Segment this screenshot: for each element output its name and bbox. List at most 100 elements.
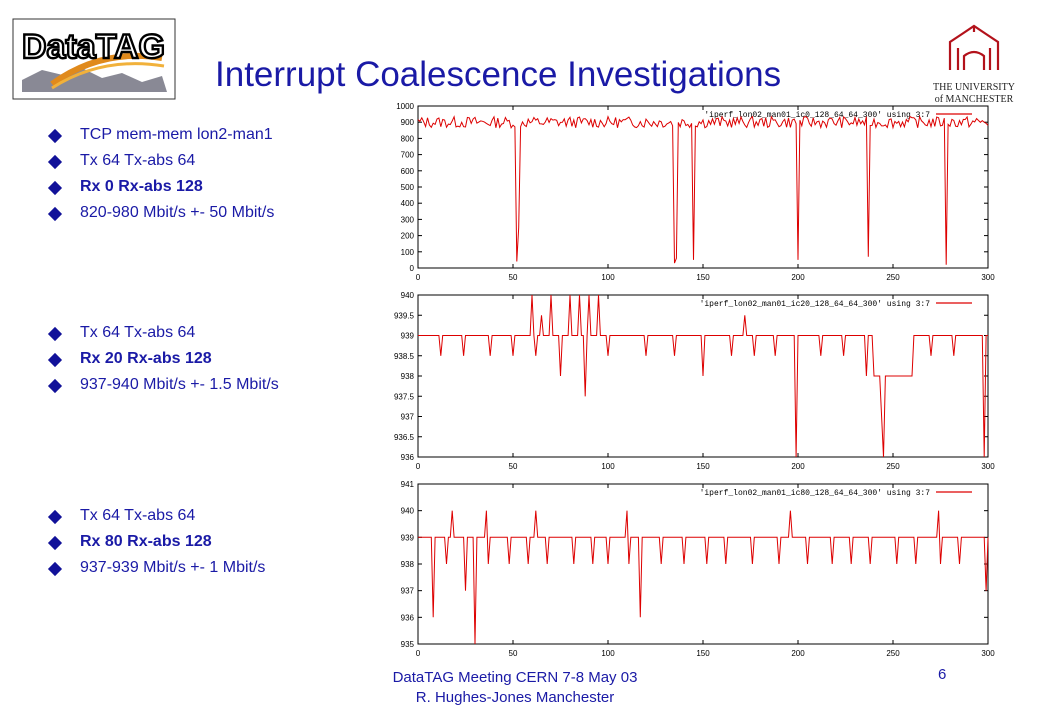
y-tick-label: 938 [401,372,415,381]
y-tick-label: 940 [401,507,415,516]
footer-line-2: R. Hughes-Jones Manchester [415,689,615,706]
x-tick-label: 200 [791,462,805,471]
datatag-logo: DataTAG [12,18,176,100]
x-tick-label: 150 [696,649,710,658]
x-tick-label: 200 [791,649,805,658]
y-tick-label: 939 [401,533,415,542]
diamond-bullet-icon [47,509,63,525]
bullet-text: Tx 64 Tx-abs 64 [80,152,196,169]
plot-frame [417,483,989,645]
bullet-item: 937-940 Mbit/s +- 1.5 Mbit/s [47,374,279,400]
bullet-text: TCP mem-mem lon2-man1 [80,126,273,143]
footer-line-1: DataTAG Meeting CERN 7-8 May 03 [392,669,638,686]
bullet-item: Tx 64 Tx-abs 64 [47,150,274,176]
legend-label: 'iperf_lon02_man01_ic0_128_64_64_300' us… [704,111,930,120]
diamond-bullet-icon [47,180,63,196]
bullet-group-2: Tx 64 Tx-abs 64 Rx 20 Rx-abs 128 937-940… [47,322,279,400]
x-tick-label: 300 [981,273,995,282]
y-tick-label: 200 [401,232,415,241]
throughput-plot-3: 935 936 937 938 939 940 941 0 50 100 150 200 250 300 '… [401,480,996,658]
bullet-item: Tx 64 Tx-abs 64 [47,322,279,348]
y-tick-label: 937.5 [394,392,415,401]
y-tick-label: 936 [401,613,415,622]
x-tick-label: 100 [601,462,615,471]
y-tick-label: 900 [401,118,415,127]
x-tick-label: 0 [416,462,421,471]
diamond-bullet-icon [47,535,63,551]
diamond-bullet-icon [47,378,63,394]
y-tick-label: 935 [401,640,415,649]
bullet-item: 820-980 Mbit/s +- 50 Mbit/s [47,202,275,228]
y-tick-label: 500 [401,183,415,192]
bullet-text: Rx 20 Rx-abs 128 [80,350,212,367]
footer: DataTAG Meeting CERN 7-8 May 03 R. Hughe… [360,668,670,708]
y-tick-label: 0 [410,264,415,273]
bullet-text: 937-939 Mbit/s +- 1 Mbit/s [80,559,266,576]
diamond-bullet-icon [47,154,63,170]
x-tick-label: 150 [696,462,710,471]
y-tick-label: 300 [401,215,415,224]
y-tick-label: 700 [401,151,415,160]
datatag-logo-text: DataTAG [22,28,165,66]
y-tick-label: 400 [401,199,415,208]
diamond-bullet-icon [47,206,63,222]
bullet-item: Rx 0 Rx-abs 128 [47,176,274,202]
legend-label: 'iperf_lon02_man01_ic80_128_64_64_300' u… [700,489,931,498]
slide-title: Interrupt Coalescence Investigations [215,55,782,94]
y-tick-label: 939 [401,332,415,341]
y-tick-label: 936.5 [394,433,415,442]
page-number: 6 [938,666,947,683]
y-tick-label: 800 [401,134,415,143]
diamond-bullet-icon [47,352,63,368]
manchester-logo: THE UNIVERSITY of MANCHESTER [933,24,1015,105]
bullet-text: 937-940 Mbit/s +- 1.5 Mbit/s [80,376,279,393]
y-tick-label: 938 [401,560,415,569]
bullet-text: Tx 64 Tx-abs 64 [80,507,196,524]
bullet-group-1: TCP mem-mem lon2-man1 Tx 64 Tx-abs 64 Rx… [47,124,275,228]
bullet-item: Tx 64 Tx-abs 64 [47,505,265,531]
x-tick-label: 250 [886,273,900,282]
diamond-bullet-icon [47,561,63,577]
legend-label: 'iperf_lon02_man01_ic20_128_64_64_300' u… [700,300,931,309]
bullet-item: Rx 20 Rx-abs 128 [47,348,279,374]
x-tick-label: 200 [791,273,805,282]
diamond-bullet-icon [47,326,63,342]
bullet-text: Rx 0 Rx-abs 128 [80,178,203,195]
series-line [417,114,989,265]
bullet-text: Rx 80 Rx-abs 128 [80,533,212,550]
series-line [418,510,989,645]
y-tick-label: 600 [401,167,415,176]
y-tick-label: 936 [401,453,415,462]
x-tick-label: 50 [509,273,518,282]
y-tick-label: 937 [401,413,415,422]
x-tick-label: 150 [696,273,710,282]
bullet-text: 820-980 Mbit/s +- 50 Mbit/s [80,204,275,221]
y-tick-label: 941 [401,480,415,489]
bullet-item: TCP mem-mem lon2-man1 [47,124,274,150]
x-tick-label: 50 [509,462,518,471]
x-tick-label: 300 [981,649,995,658]
bullet-item: 937-939 Mbit/s +- 1 Mbit/s [47,557,266,583]
bullet-group-3: Tx 64 Tx-abs 64 Rx 80 Rx-abs 128 937-939… [47,505,266,583]
x-tick-label: 50 [509,649,518,658]
x-tick-label: 100 [601,649,615,658]
manchester-logo-line2: of MANCHESTER [935,94,1014,105]
y-tick-label: 1000 [396,102,414,111]
y-tick-label: 100 [401,248,415,257]
x-tick-label: 250 [886,462,900,471]
x-tick-label: 250 [886,649,900,658]
series-line [418,294,988,458]
y-tick-label: 937 [401,587,415,596]
throughput-plot-1: 0 100 200 300 400 500 600 700 800 900 1000 0 50 100 15… [396,102,995,282]
y-tick-label: 940 [401,291,415,300]
manchester-logo-line1: THE UNIVERSITY [933,82,1015,93]
y-tick-label: 938.5 [394,352,415,361]
x-tick-label: 300 [981,462,995,471]
diamond-bullet-icon [47,128,63,144]
throughput-plot-2: 936 936.5 937 937.5 938 938.5 939 939.5 940 0 50 10… [394,291,995,471]
x-tick-label: 0 [416,273,421,282]
x-tick-label: 0 [416,649,421,658]
y-tick-label: 939.5 [394,311,415,320]
x-tick-label: 100 [601,273,615,282]
bullet-text: Tx 64 Tx-abs 64 [80,324,196,341]
